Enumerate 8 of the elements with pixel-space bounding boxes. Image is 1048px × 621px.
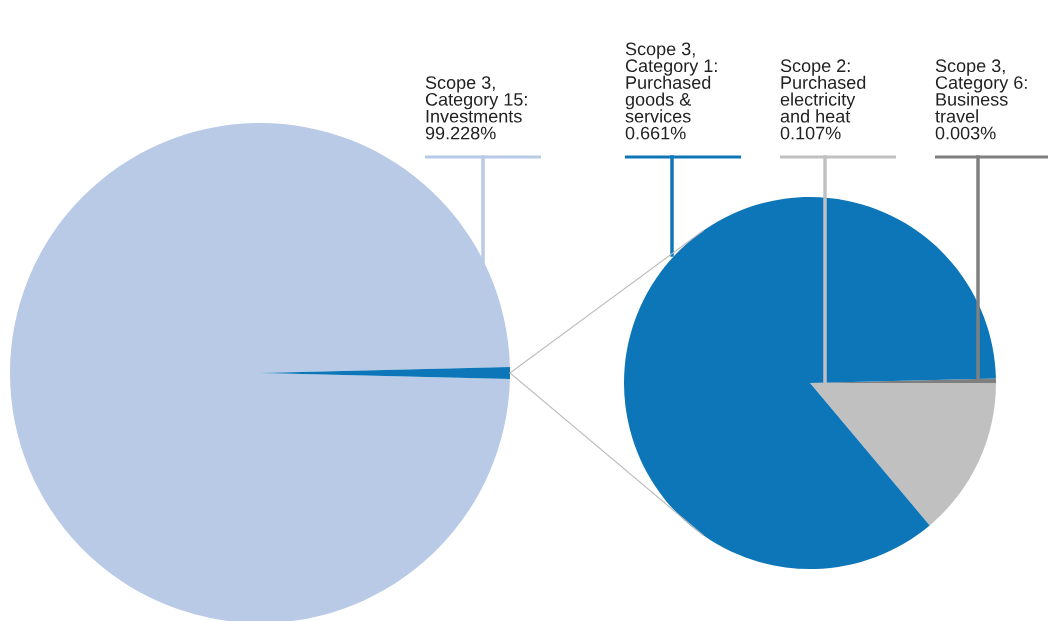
data-label: 0.661% [625, 126, 686, 140]
slice-label: Scope 3, Category 15: Investments [425, 76, 527, 123]
slice-label: Scope 2: Purchased electricity and heat [780, 59, 866, 123]
data-label: 0.107% [780, 126, 841, 140]
slice-label: Scope 3, Category 1: Purchased goods & services [625, 42, 717, 123]
slice-label: Scope 3, Category 6: Business travel [935, 59, 1027, 123]
data-label: 0.003% [935, 126, 996, 140]
data-label: 99.228% [425, 126, 496, 140]
